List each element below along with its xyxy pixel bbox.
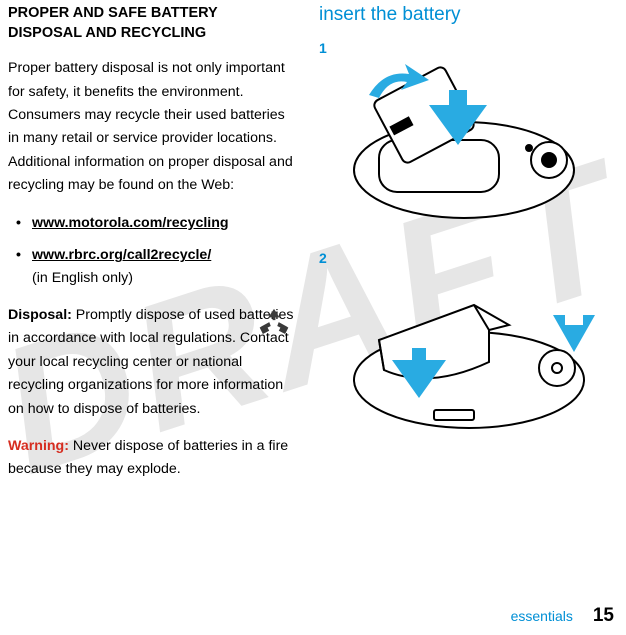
link-list: www.motorola.com/recycling www.rbrc.org/… (8, 212, 295, 290)
list-item: www.motorola.com/recycling (8, 212, 295, 235)
list-item: www.rbrc.org/call2recycle/ (in English o… (8, 244, 295, 289)
battery-diagram-2 (339, 270, 599, 440)
step-1-number: 1 (319, 40, 618, 56)
link2-note: (in English only) (32, 270, 133, 286)
insert-battery-title: insert the battery (319, 4, 618, 26)
disposal-text: Promptly dispose of used batteries in ac… (8, 307, 293, 417)
recycling-link-1: www.motorola.com/recycling (32, 215, 229, 231)
step-2-number: 2 (319, 250, 618, 266)
warning-label: Warning: (8, 438, 69, 454)
battery-diagram-1 (339, 60, 589, 230)
page-content: PROPER AND SAFE BATTERY DISPOSAL AND REC… (0, 0, 626, 635)
footer-section-label: essentials (511, 608, 573, 624)
page-footer: essentials 15 (511, 605, 614, 627)
left-column: PROPER AND SAFE BATTERY DISPOSAL AND REC… (8, 4, 313, 627)
disposal-paragraph: Disposal: Promptly dispose of used batte… (8, 304, 295, 421)
warning-paragraph: Warning: Never dispose of batteries in a… (8, 435, 295, 482)
intro-paragraph: Proper battery disposal is not only impo… (8, 57, 295, 198)
disposal-label: Disposal: (8, 307, 72, 323)
right-column: insert the battery 1 2 (313, 4, 618, 627)
section-heading: PROPER AND SAFE BATTERY DISPOSAL AND REC… (8, 4, 295, 43)
page-number: 15 (593, 605, 614, 627)
recycling-link-2: www.rbrc.org/call2recycle/ (32, 247, 211, 263)
recycle-icon (257, 306, 291, 340)
